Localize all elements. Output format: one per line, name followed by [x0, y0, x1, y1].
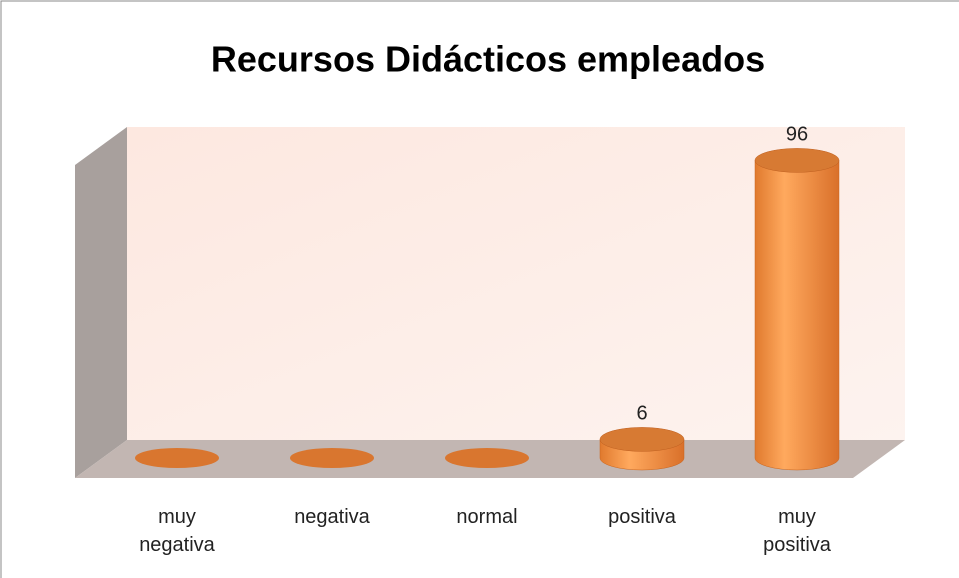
bar-top: [135, 448, 219, 468]
x-tick-label: muy negativa: [139, 506, 215, 556]
bar: [754, 148, 840, 471]
x-tick-label: normal: [456, 506, 518, 528]
x-tick-label: positiva: [608, 506, 676, 528]
bar-top: [599, 427, 685, 452]
bar-top: [754, 148, 840, 173]
bar: [445, 448, 529, 468]
bar-top: [445, 448, 529, 468]
bar-top: [290, 448, 374, 468]
data-label: 96: [786, 124, 808, 146]
bar: [599, 427, 685, 471]
bar-body: [754, 160, 840, 471]
x-tick-label: negativa: [294, 506, 370, 528]
x-tick-label: muy positiva: [763, 506, 831, 556]
chart-title: Recursos Didácticos empleados: [211, 39, 765, 80]
side-wall: [75, 127, 127, 478]
data-label: 6: [636, 403, 647, 425]
bar: [135, 448, 219, 468]
bar: [290, 448, 374, 468]
